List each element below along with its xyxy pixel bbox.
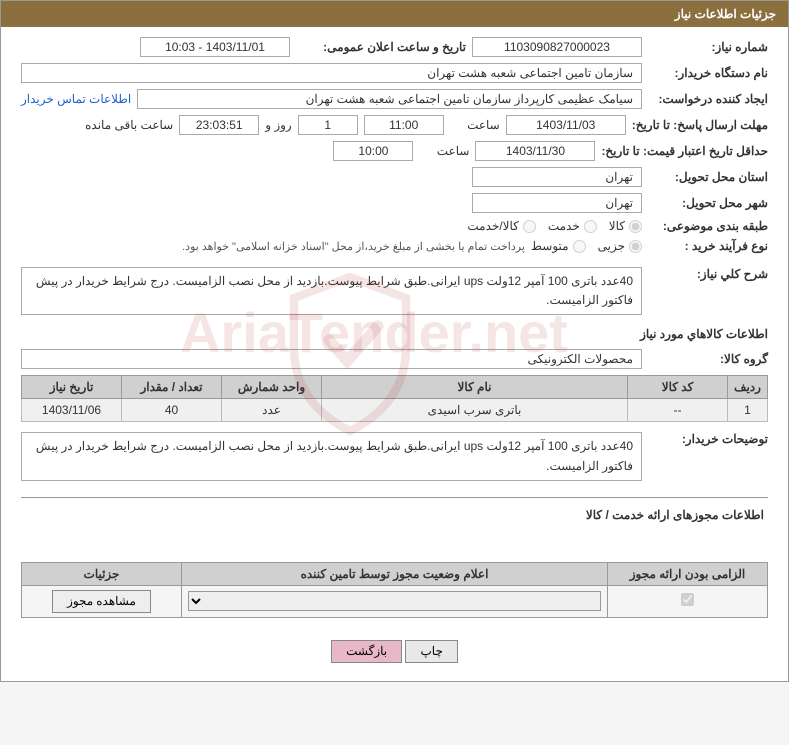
- validity-date-field: 1403/11/30: [475, 141, 595, 161]
- cell-date: 1403/11/06: [22, 399, 122, 422]
- permit-required-cell: [608, 585, 768, 617]
- main-panel: جزئیات اطلاعات نیاز شماره نیاز: 11030908…: [0, 0, 789, 682]
- button-bar: چاپ بازگشت: [1, 628, 788, 681]
- buyer-org-field: سازمان تامین اجتماعی شعبه هشت تهران: [21, 63, 642, 83]
- category-label: طبقه بندی موضوعی:: [648, 219, 768, 233]
- cell-qty: 40: [122, 399, 222, 422]
- permit-section-title: اطلاعات مجوزهای ارائه خدمت / کالا: [21, 508, 768, 522]
- form-content: شماره نیاز: 1103090827000023 تاریخ و ساع…: [1, 27, 788, 628]
- permit-th-required: الزامی بودن ارائه مجوز: [608, 562, 768, 585]
- requester-label: ایجاد کننده درخواست:: [648, 92, 768, 106]
- time-label-1: ساعت: [450, 118, 500, 132]
- print-button[interactable]: چاپ: [405, 640, 457, 663]
- permit-table: الزامی بودن ارائه مجوز اعلام وضعیت مجوز …: [21, 562, 768, 618]
- requester-field: سیامک عظیمی کارپرداز سازمان تامین اجتماع…: [137, 89, 642, 109]
- th-qty: تعداد / مقدار: [122, 376, 222, 399]
- deadline-label: مهلت ارسال پاسخ: تا تاریخ:: [632, 118, 768, 132]
- th-name: نام کالا: [322, 376, 628, 399]
- validity-label: حداقل تاریخ اعتبار قیمت: تا تاریخ:: [601, 144, 768, 158]
- goods-table: ردیف کد کالا نام کالا واحد شمارش تعداد /…: [21, 375, 768, 422]
- city-field: تهران: [472, 193, 642, 213]
- radio-medium[interactable]: متوسط: [531, 239, 586, 253]
- city-label: شهر محل تحویل:: [648, 196, 768, 210]
- th-row: ردیف: [728, 376, 768, 399]
- permit-th-details: جزئیات: [22, 562, 182, 585]
- province-label: استان محل تحویل:: [648, 170, 768, 184]
- announce-date-field: 1403/11/01 - 10:03: [140, 37, 290, 57]
- contact-link[interactable]: اطلاعات تماس خریدار: [21, 92, 131, 106]
- cell-name: باتری سرب اسیدی: [322, 399, 628, 422]
- deadline-time-field: 11:00: [364, 115, 444, 135]
- day-and-label: روز و: [265, 118, 292, 132]
- back-button[interactable]: بازگشت: [331, 640, 402, 663]
- th-unit: واحد شمارش: [222, 376, 322, 399]
- cell-row: 1: [728, 399, 768, 422]
- process-label: نوع فرآیند خرید :: [648, 239, 768, 253]
- deadline-date-field: 1403/11/03: [506, 115, 626, 135]
- goods-info-title: اطلاعات کالاهاي مورد نياز: [21, 327, 768, 341]
- radio-goods[interactable]: کالا: [609, 219, 642, 233]
- time-label-2: ساعت: [419, 144, 469, 158]
- process-radio-group: جزیی متوسط: [531, 239, 642, 253]
- province-field: تهران: [472, 167, 642, 187]
- permit-th-status: اعلام وضعیت مجوز توسط تامین کننده: [182, 562, 608, 585]
- announce-date-label: تاریخ و ساعت اعلان عمومی:: [296, 40, 466, 54]
- remaining-suffix: ساعت باقی مانده: [85, 118, 173, 132]
- need-number-label: شماره نیاز:: [648, 40, 768, 54]
- desc-label: شرح کلي نياز:: [648, 267, 768, 281]
- days-remaining-field: 1: [298, 115, 358, 135]
- permit-row: مشاهده مجوز: [22, 585, 768, 617]
- radio-service[interactable]: خدمت: [548, 219, 597, 233]
- panel-title: جزئیات اطلاعات نیاز: [1, 1, 788, 27]
- buyer-org-label: نام دستگاه خریدار:: [648, 66, 768, 80]
- th-code: کد کالا: [628, 376, 728, 399]
- radio-partial[interactable]: جزیی: [598, 239, 642, 253]
- permit-required-checkbox: [681, 593, 694, 606]
- table-row: 1 -- باتری سرب اسیدی عدد 40 1403/11/06: [22, 399, 768, 422]
- category-radio-group: کالا خدمت کالا/خدمت: [467, 219, 642, 233]
- permit-details-cell: مشاهده مجوز: [22, 585, 182, 617]
- view-permit-button[interactable]: مشاهده مجوز: [52, 590, 151, 613]
- goods-group-label: گروه کالا:: [648, 352, 768, 366]
- time-remaining-field: 23:03:51: [179, 115, 259, 135]
- desc-textarea: 40عدد باتری 100 آمپر 12ولت ups ایرانی.طب…: [21, 267, 642, 315]
- buyer-notes-textarea: 40عدد باتری 100 آمپر 12ولت ups ایرانی.طب…: [21, 432, 642, 480]
- need-number-field: 1103090827000023: [472, 37, 642, 57]
- divider: [21, 497, 768, 498]
- permit-status-cell: [182, 585, 608, 617]
- radio-goods-service[interactable]: کالا/خدمت: [467, 219, 535, 233]
- cell-unit: عدد: [222, 399, 322, 422]
- goods-group-field: محصولات الکترونیکی: [21, 349, 642, 369]
- permit-status-select[interactable]: [188, 591, 601, 611]
- cell-code: --: [628, 399, 728, 422]
- buyer-notes-label: توضیحات خریدار:: [648, 432, 768, 446]
- process-note: پرداخت تمام یا بخشی از مبلغ خرید،از محل …: [182, 240, 525, 253]
- th-date: تاریخ نیاز: [22, 376, 122, 399]
- validity-time-field: 10:00: [333, 141, 413, 161]
